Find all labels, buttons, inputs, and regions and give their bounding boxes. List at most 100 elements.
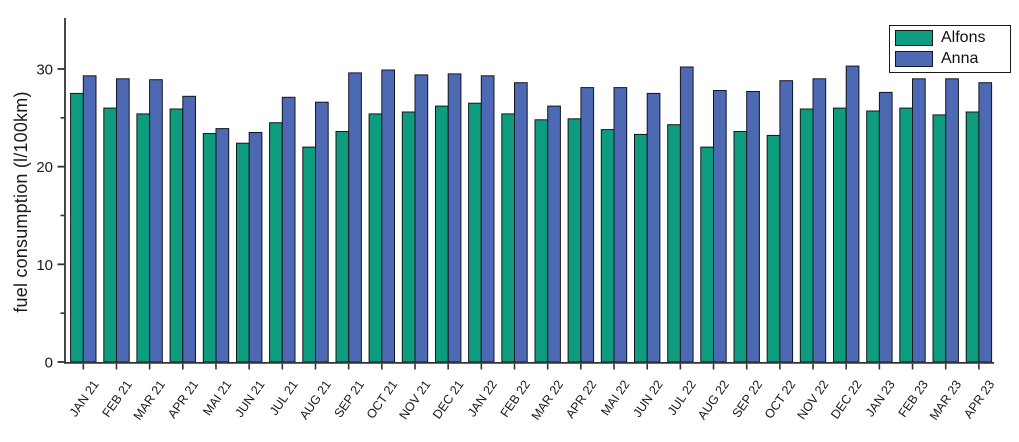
bar: [103, 107, 118, 363]
x-tick-label: DEC 22: [828, 378, 865, 422]
bar: [713, 90, 727, 363]
bar: [646, 92, 661, 363]
bar: [82, 75, 97, 363]
bar: [269, 122, 283, 363]
bar: [248, 132, 263, 363]
x-tick-label: JAN 23: [863, 378, 898, 420]
x-tick-label: MAR 22: [529, 378, 566, 423]
legend-swatch-alfons: [895, 30, 933, 46]
legend-item-alfons: Alfons: [895, 29, 1004, 47]
bars-group: [70, 65, 993, 363]
x-tick-label: FEB 22: [498, 378, 533, 420]
bar: [182, 95, 197, 363]
bar: [335, 131, 350, 363]
bar: [281, 96, 296, 363]
bar: [779, 80, 794, 363]
bar: [833, 107, 847, 363]
bar: [978, 82, 993, 363]
x-tick-label: AUG 22: [695, 378, 732, 422]
x-tick-label: NOV 21: [396, 378, 433, 422]
bar: [215, 128, 230, 363]
x-tick-label: MAI 22: [598, 378, 632, 419]
x-tick-label: APR 21: [165, 378, 201, 421]
y-axis-title: fuel consumption (l/100km): [11, 91, 31, 313]
bar: [845, 65, 860, 363]
x-tick-label: OCT 21: [364, 378, 400, 422]
x-tick-label: JUN 22: [630, 378, 665, 420]
legend: Alfons Anna: [889, 25, 1011, 73]
bar: [534, 119, 549, 363]
x-tick-label: MAI 21: [200, 378, 234, 419]
bar: [912, 78, 926, 363]
legend-label-alfons: Alfons: [941, 29, 986, 46]
x-tick-label: MAR 23: [927, 378, 964, 423]
x-tick-label: JUN 21: [232, 378, 267, 420]
bar: [202, 133, 217, 363]
x-tick-label: NOV 22: [795, 378, 832, 422]
bar: [368, 113, 383, 363]
bar: [613, 87, 628, 363]
bar: [878, 91, 893, 363]
y-axis: 0 10 20 30: [36, 61, 65, 372]
bar: [600, 129, 615, 363]
bar: [866, 110, 880, 363]
x-tick-label: SEP 22: [730, 378, 766, 421]
bar: [414, 74, 429, 363]
bar: [136, 113, 151, 363]
bar: [236, 142, 250, 363]
bar: [899, 107, 913, 363]
bar: [746, 91, 760, 363]
x-tick-label: FEB 23: [896, 378, 931, 420]
bar: [501, 113, 515, 363]
bar: [580, 87, 595, 363]
x-tick-label: SEP 21: [331, 378, 367, 421]
bar: [679, 66, 694, 363]
axes: [64, 18, 994, 364]
y-tick-label: 10: [36, 257, 53, 274]
legend-item-anna: Anna: [895, 50, 1004, 68]
legend-label-anna: Anna: [941, 50, 979, 67]
x-tick-label: OCT 22: [762, 378, 798, 422]
x-tick-label: JUL 21: [267, 378, 301, 418]
bar: [766, 134, 781, 363]
bar: [733, 131, 748, 363]
bar: [468, 102, 482, 363]
bar: [667, 124, 681, 363]
bar: [348, 72, 362, 363]
bar: [381, 69, 395, 363]
x-tick-label: DEC 21: [430, 378, 467, 422]
bar: [700, 146, 714, 363]
bar: [965, 111, 980, 363]
x-tick-label: AUG 21: [297, 378, 334, 422]
bar: [799, 108, 814, 363]
bar: [302, 146, 316, 363]
y-tick-label: 30: [36, 61, 53, 78]
bar: [169, 108, 184, 363]
x-tick-label: APR 22: [563, 378, 599, 421]
bar: [149, 79, 163, 363]
bar: [70, 92, 84, 363]
bar: [514, 82, 528, 363]
legend-swatch-anna: [895, 51, 933, 67]
x-tick-label: JUL 22: [665, 378, 699, 418]
bar: [547, 105, 561, 363]
x-tick-label: JAN 22: [465, 378, 500, 420]
bar: [401, 111, 416, 363]
bar: [945, 78, 959, 363]
bar: [315, 101, 329, 363]
bar: [932, 114, 947, 363]
x-tick-label: APR 23: [961, 378, 997, 421]
bar: [812, 78, 827, 363]
y-tick-label: 20: [36, 159, 53, 176]
bar: [447, 73, 462, 363]
bar: [634, 133, 648, 363]
x-tick-label: FEB 21: [100, 378, 135, 420]
bar: [116, 78, 130, 363]
bar: [567, 118, 582, 363]
bar: [480, 75, 495, 363]
x-tick-label: MAR 21: [131, 378, 168, 423]
bar: [435, 105, 449, 363]
